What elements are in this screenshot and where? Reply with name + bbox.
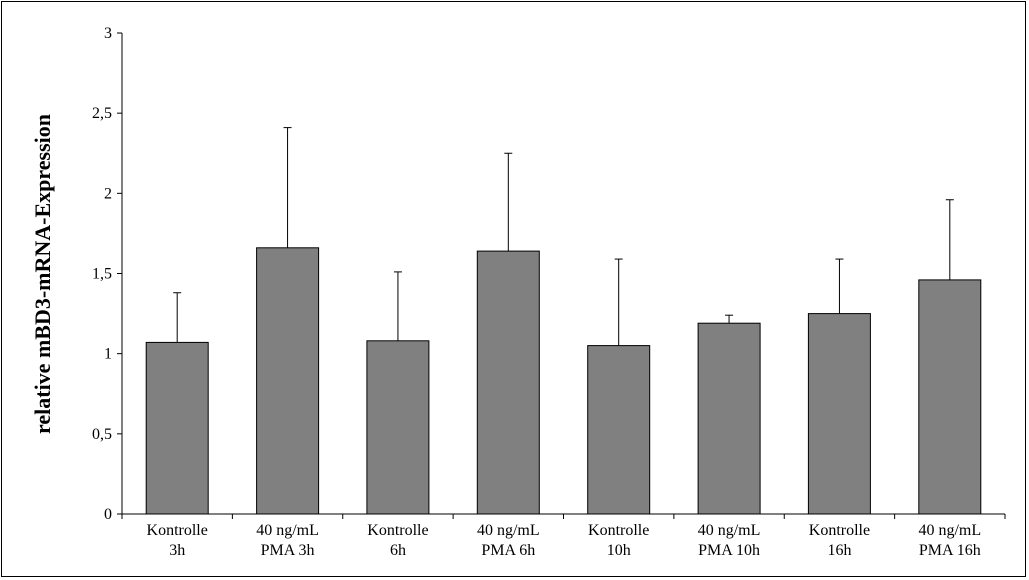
x-ticks-group: Kontrolle 3h 40 ng/mL PMA 3h Kontrolle 6h 40 n… [121, 514, 1006, 559]
x-tick-label: PMA 3h [261, 542, 315, 559]
y-ticks-group: 0 0,5 1 1,5 2 2,5 3 [92, 25, 122, 523]
bar [145, 341, 209, 515]
x-tick-label: Kontrolle [147, 522, 208, 539]
y-tick-label: 3 [104, 25, 112, 42]
y-axis-label: relative mBD3-mRNA-Expression [30, 114, 55, 434]
x-tick-label: 40 ng/mL [698, 522, 761, 539]
y-tick-label: 2,5 [92, 105, 112, 122]
x-tick-label: 16h [827, 542, 851, 559]
bar [587, 345, 651, 515]
x-tick-label: Kontrolle [588, 522, 649, 539]
y-tick-label: 0 [104, 506, 112, 523]
bar [697, 322, 761, 515]
bar [366, 340, 430, 515]
axes-group [121, 33, 1005, 515]
y-tick-label: 1,5 [92, 266, 112, 283]
x-tick-label: PMA 6h [481, 542, 535, 559]
y-tick-label: 1 [104, 346, 112, 363]
x-tick-label: Kontrolle [367, 522, 428, 539]
y-tick-label: 2 [104, 185, 112, 202]
x-tick-label: 10h [607, 542, 631, 559]
bars-group [145, 247, 982, 515]
bar [918, 279, 982, 515]
bar [476, 250, 540, 515]
x-tick-label: 3h [169, 542, 185, 559]
x-tick-label: Kontrolle [809, 522, 870, 539]
bar [807, 313, 871, 515]
error-bars-group [173, 127, 954, 346]
bar [256, 247, 320, 515]
x-tick-label: PMA 10h [698, 542, 760, 559]
x-tick-label: 40 ng/mL [477, 522, 540, 539]
x-tick-label: 40 ng/mL [918, 522, 981, 539]
y-tick-label: 0,5 [92, 426, 112, 443]
x-tick-label: PMA 16h [919, 542, 981, 559]
x-tick-label: 40 ng/mL [256, 522, 319, 539]
x-tick-label: 6h [390, 542, 406, 559]
